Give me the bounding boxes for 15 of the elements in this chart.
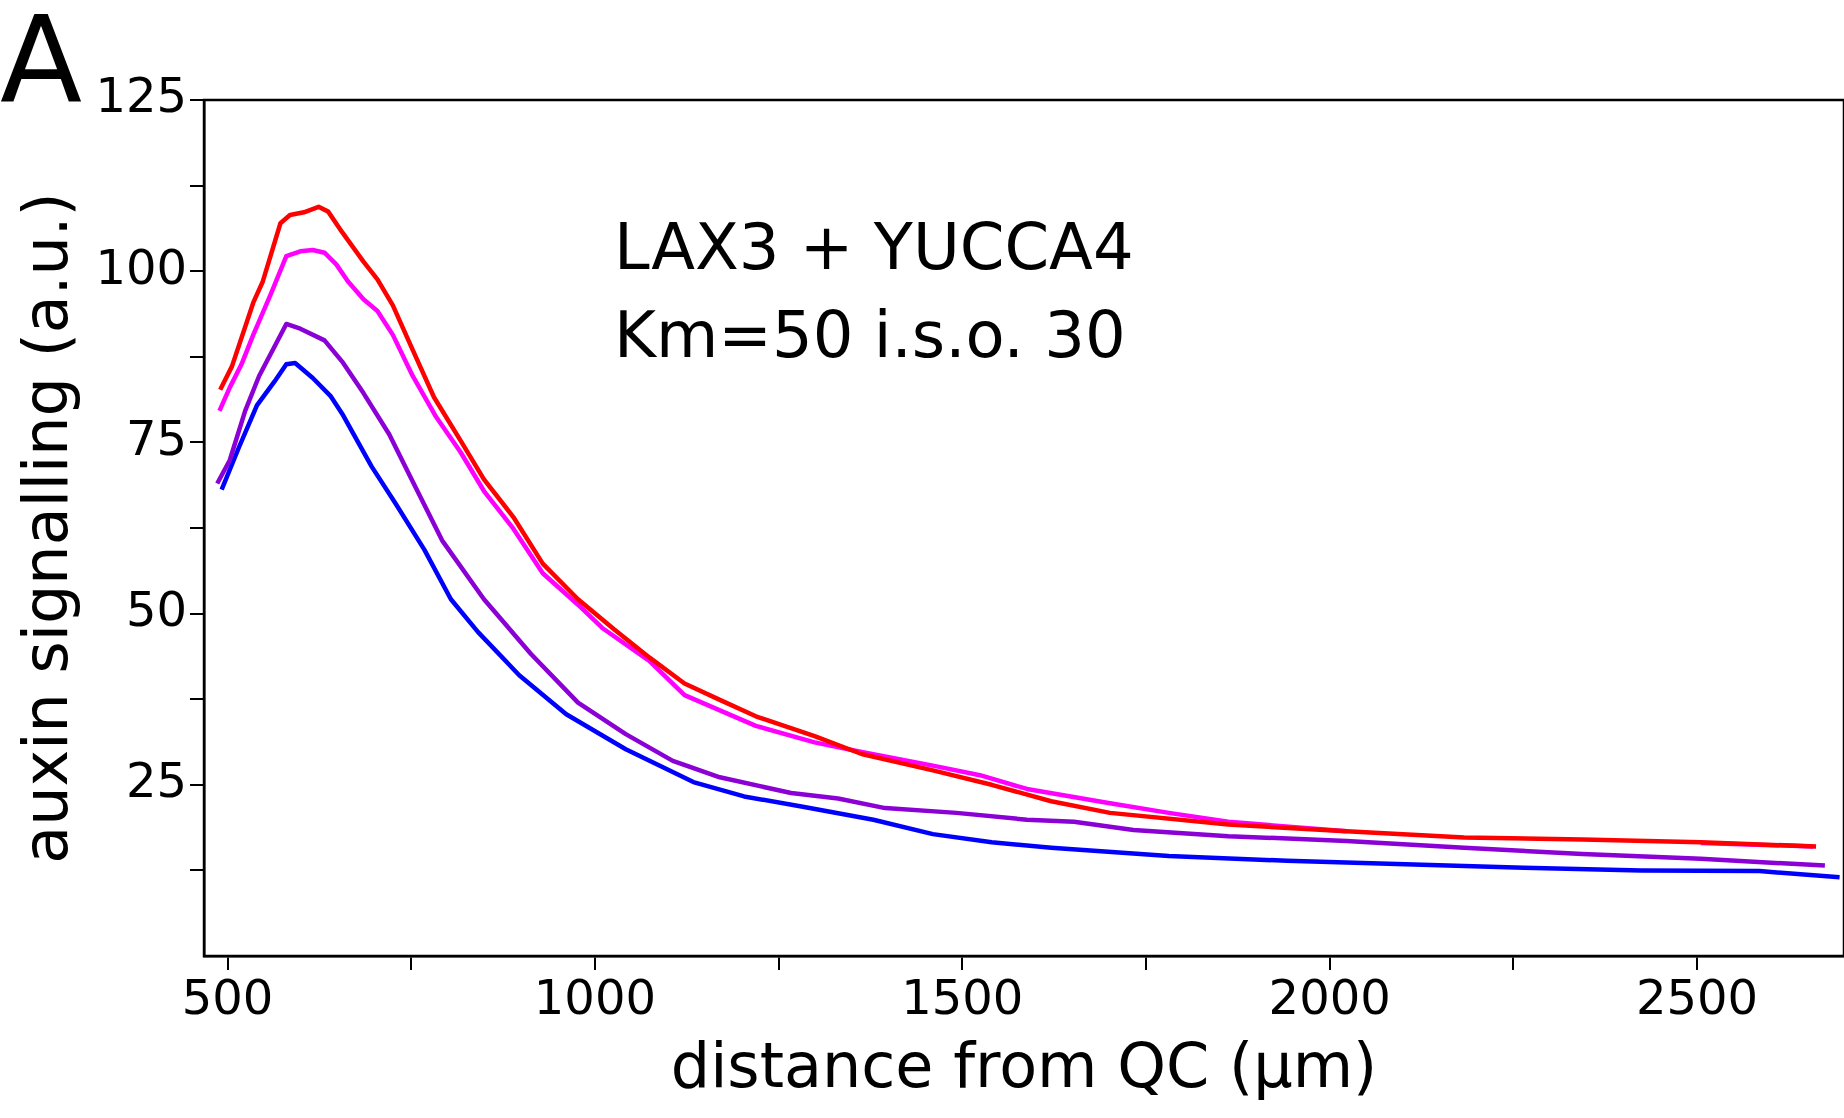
y-axis-title: auxin signalling (a.u.)	[9, 192, 83, 864]
x-tick-label: 1500	[901, 969, 1024, 1026]
x-tick-label: 2000	[1268, 969, 1391, 1026]
y-tick-label: 50	[125, 581, 188, 638]
y-tick-label: 125	[95, 67, 188, 124]
x-tick-label: 1000	[533, 969, 656, 1026]
x-tick-label: 2500	[1635, 969, 1759, 1026]
x-axis-title: distance from QC (µm)	[670, 1028, 1378, 1102]
annotation: LAX3 + YUCCA4	[614, 209, 1134, 284]
y-tick-label: 100	[95, 238, 188, 295]
text: A	[0, 0, 83, 129]
x-tick-label: 500	[181, 969, 274, 1026]
y-tick-label: 25	[125, 752, 188, 809]
annotation: Km=50 i.s.o. 30	[614, 297, 1126, 372]
y-tick-label: 75	[125, 409, 188, 466]
